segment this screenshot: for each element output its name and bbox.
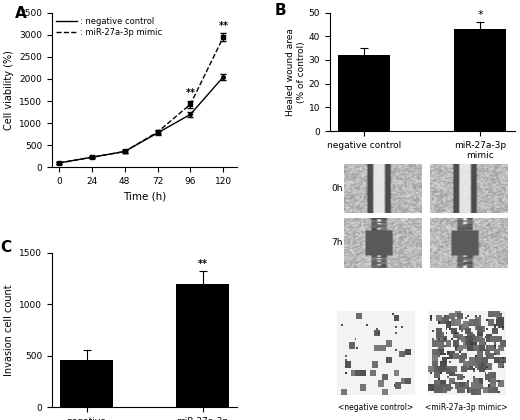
X-axis label: Time (h): Time (h) [123, 192, 166, 202]
Bar [176, 284, 229, 407]
Text: A: A [15, 6, 27, 21]
Text: <miR-27a-3p mimic>: <miR-27a-3p mimic> [425, 403, 508, 412]
Bar [60, 360, 113, 407]
Bar [454, 29, 506, 131]
Text: <negative control>: <negative control> [339, 403, 413, 412]
Bar [338, 55, 391, 131]
Text: **: ** [186, 89, 196, 98]
Text: C: C [0, 240, 11, 255]
Text: **: ** [218, 21, 228, 31]
Y-axis label: Invasion cell count: Invasion cell count [4, 284, 14, 376]
Y-axis label: Healed wound area
(% of control): Healed wound area (% of control) [287, 28, 306, 116]
Text: *: * [477, 10, 483, 20]
Y-axis label: Cell viability (%): Cell viability (%) [4, 50, 14, 130]
Text: B: B [274, 3, 286, 18]
Legend: : negative control, : miR-27a-3p mimic: : negative control, : miR-27a-3p mimic [53, 13, 166, 40]
Text: 7h: 7h [332, 238, 343, 247]
Text: 0h: 0h [332, 184, 343, 193]
Text: **: ** [198, 259, 207, 268]
